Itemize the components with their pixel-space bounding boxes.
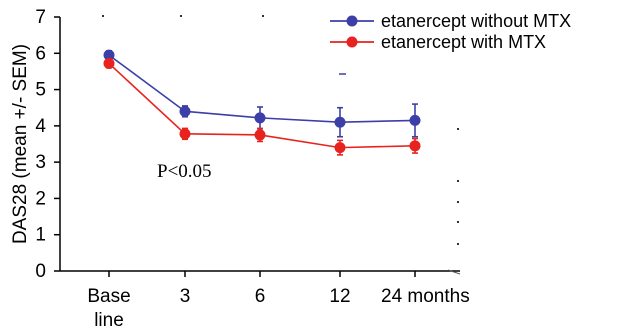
series-without-mtx [103, 49, 421, 138]
artifact-dot [262, 15, 264, 17]
data-point [254, 112, 266, 124]
data-point [409, 140, 421, 152]
legend-marker [346, 15, 358, 27]
y-tick-label: 1 [35, 225, 46, 246]
x-tick-label: 3 [180, 286, 191, 307]
x-tick-label: Base line [87, 286, 130, 329]
y-tick-label: 5 [35, 80, 46, 101]
y-tick-label: 6 [35, 43, 46, 64]
data-point [254, 129, 266, 141]
legend-label: etanercept with MTX [381, 32, 546, 52]
x-tick-label-line: 6 [255, 286, 266, 307]
data-point [179, 105, 191, 117]
artifact-dot [457, 201, 459, 203]
artifact-dash [447, 269, 461, 275]
scan-artifacts [102, 15, 461, 275]
data-point [103, 57, 115, 69]
artifact-dot [457, 128, 459, 130]
legend-marker [346, 36, 358, 48]
x-tick-label-line: Base [87, 286, 130, 307]
x-tick-label-line: 12 [329, 286, 350, 307]
y-tick-label: 2 [35, 188, 46, 209]
x-tick-label: 12 [329, 286, 350, 307]
artifact-dot [457, 221, 459, 223]
y-tick-label: 7 [35, 7, 46, 28]
legend-item: etanercept with MTX [330, 32, 546, 52]
x-axis-ticks: Base line 3 6 12 24 months [87, 271, 470, 329]
y-axis-title: DAS28 (mean +/- SEM) [10, 44, 31, 244]
axes [59, 17, 460, 272]
x-tick-label-line: line [94, 310, 124, 329]
data-point [334, 116, 346, 128]
y-tick-label: 3 [35, 152, 46, 173]
legend-item: etanercept without MTX [330, 11, 571, 31]
data-point [334, 142, 346, 154]
data-point [103, 49, 115, 61]
series-line [108, 54, 416, 124]
artifact-dot [102, 15, 104, 17]
y-tick-label: 4 [35, 116, 46, 137]
artifact-dot [457, 180, 459, 182]
legend-label: etanercept without MTX [381, 11, 571, 31]
series-layer [103, 49, 421, 156]
data-point [409, 114, 421, 126]
x-tick-label: 6 [255, 286, 266, 307]
x-tick-label: 24 months [381, 286, 470, 307]
series-with-mtx [103, 57, 421, 156]
significance-annotation: P<0.05 [157, 161, 212, 182]
y-axis-ticks: 0 1 2 3 4 5 6 7 [35, 7, 60, 282]
artifact-dot [457, 243, 459, 245]
artifact-dot [180, 15, 182, 17]
x-tick-label-line: 3 [180, 286, 191, 307]
x-tick-label-line: 24 months [381, 286, 470, 307]
y-tick-label: 0 [35, 261, 46, 282]
data-point [179, 128, 191, 140]
